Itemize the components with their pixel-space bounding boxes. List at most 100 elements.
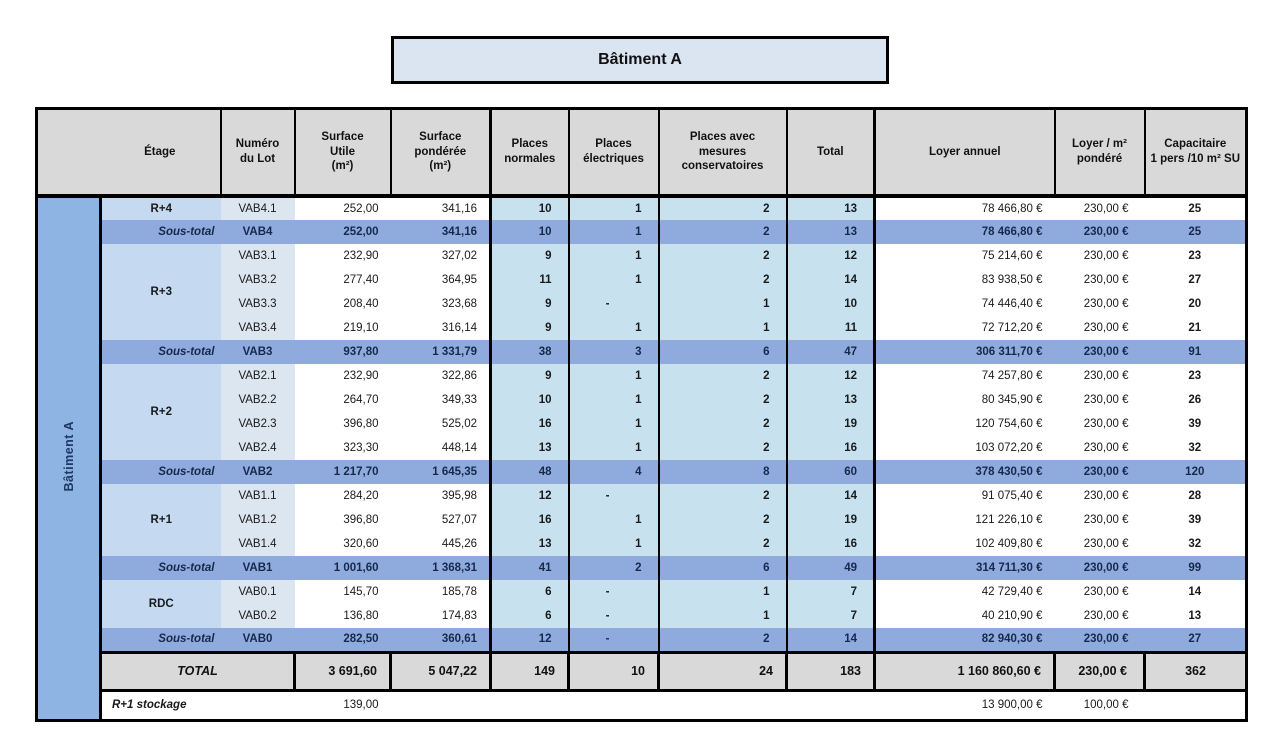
- cell-surface-ponderee: 1 645,35: [390, 460, 493, 484]
- subtotal-row: Sous-total VAB2 1 217,70 1 645,35 48 4 8 60 378 …: [37, 460, 1247, 484]
- cell-places-total: 11: [786, 316, 877, 340]
- cell-capacitaire: 25: [1188, 203, 1202, 215]
- cell-places-pc: 6: [658, 340, 788, 364]
- cell-places-pe: 1: [568, 388, 660, 412]
- cell-loyer-annuel: 72 712,20 €: [981, 322, 1043, 334]
- cell-loyer-annuel: 75 214,60 €: [981, 250, 1043, 262]
- cell-loyer-m2: 230,00 €: [1083, 514, 1129, 526]
- cell-total-places-normales: 149: [489, 650, 571, 692]
- subtotal-row: Sous-total VAB0 282,50 360,61 12-2 14 82 940,3…: [37, 628, 1247, 652]
- building-column: Bâtiment A: [36, 196, 102, 720]
- cell-surface-ponderee: 448,14: [390, 436, 493, 460]
- cell-surface-ponderee: 341,16: [390, 220, 493, 244]
- cell-loyer-annuel: 78 466,80 €: [874, 220, 1055, 244]
- cell-places-total: 14: [786, 268, 877, 292]
- cell-loyer-annuel: 82 940,30 €: [874, 628, 1055, 652]
- cell-capacitaire: 99: [1144, 556, 1247, 580]
- header-cap: Capacitaire 1 pers /10 m² SU: [1143, 107, 1248, 198]
- cell-surface-ponderee: 395,98: [390, 484, 493, 508]
- cell-total-surface-ponderee: 5 047,22: [389, 650, 493, 692]
- cell-places-pe: 1: [568, 244, 660, 268]
- cell-places-pn: 13: [490, 436, 570, 460]
- cell-surface-ponderee: 316,14: [390, 316, 493, 340]
- table-row: VAB3.2 277,40 364,95 11 1 2 14 83 938,50 €230,0…: [37, 268, 1247, 292]
- cell-places-pc: 2: [658, 388, 788, 412]
- cell-places-total: 16: [786, 532, 877, 556]
- cell-places-total: 12: [786, 364, 877, 388]
- cell-places-pe: 1: [568, 412, 660, 436]
- cell-places-total: 19: [786, 508, 877, 532]
- cell-places-pc: 2: [658, 436, 788, 460]
- cell-loyer-annuel: 40 210,90 €: [981, 610, 1043, 622]
- cell-places-pn: 9: [490, 316, 570, 340]
- header-su: Surface Utile (m²): [293, 107, 392, 198]
- cell-places-pc: 8: [658, 460, 788, 484]
- cell-surface-utile: 264,70: [343, 394, 379, 406]
- table-row: R+2 VAB2.1 232,90 322,86 9 1 2 12 74 257,80 €230…: [37, 364, 1247, 460]
- cell-loyer-m2: 230,00 €: [1054, 460, 1145, 484]
- cell-surface-ponderee: 341,16: [390, 196, 493, 220]
- cell-capacitaire: 39: [1188, 418, 1202, 430]
- cell-capacitaire: 91: [1144, 340, 1247, 364]
- cell-lot: VAB3.1: [220, 244, 295, 268]
- cell-stockage-label: R+1 stockage: [100, 690, 295, 720]
- table-row: VAB2.4 323,30 448,14 13 1 2 16 103 072,20 € 230,…: [37, 436, 1247, 460]
- cell-loyer-m2: 230,00 €: [1083, 203, 1129, 215]
- cell-places-pc: 2: [658, 412, 788, 436]
- cell-loyer-annuel: 103 072,20 €: [975, 442, 1043, 454]
- cell-places-pc: 1: [658, 316, 788, 340]
- cell-loyer-annuel: 83 938,50 €: [981, 274, 1043, 286]
- cell-capacitaire: 27: [1144, 628, 1247, 652]
- cell-lot: VAB3.2: [220, 268, 295, 292]
- building-title: Bâtiment A: [598, 51, 682, 68]
- cell-loyer-annuel: 74 257,80 €: [981, 370, 1043, 382]
- cell-places-pn: 11: [490, 268, 570, 292]
- header-etage: Étage: [34, 107, 222, 198]
- cell-stockage-loyer-annuel: 13 900,00 €: [874, 690, 1055, 720]
- subtotal-row: Sous-total VAB4 252,00 341,16 10 1 2 13 78 466,8…: [37, 220, 1247, 244]
- cell-stockage-empty: [390, 690, 491, 720]
- batiment-a-table: Étage Numéro du Lot Surface Utile (m²) Surf…: [34, 107, 1249, 722]
- cell-loyer-annuel: 74 446,40 €: [981, 298, 1043, 310]
- cell-lot: VAB0: [220, 628, 295, 652]
- cell-stockage-empty: [1144, 690, 1247, 720]
- cell-capacitaire: 14: [1188, 586, 1202, 598]
- cell-loyer-annuel: 306 311,70 €: [874, 340, 1055, 364]
- cell-surface-utile: 145,70: [343, 586, 379, 598]
- cell-subtotal-label: Sous-total: [100, 628, 221, 652]
- cell-places-pe: 1: [568, 364, 660, 388]
- cell-surface-utile: 232,90: [343, 250, 379, 262]
- cell-places-pn: 10: [490, 220, 570, 244]
- cell-capacitaire: 25: [1144, 220, 1247, 244]
- cell-lot: VAB1.4: [220, 532, 295, 556]
- cell-capacitaire: 28: [1188, 490, 1202, 502]
- subtotal-row: Sous-total VAB1 1 001,60 1 368,31 41 2 6 49 314 …: [37, 556, 1247, 580]
- cell-places-pe: 1: [568, 196, 660, 220]
- cell-places-pc: 2: [658, 628, 788, 652]
- cell-lot: VAB4.1: [220, 196, 295, 220]
- cell-places-pe: 1: [568, 532, 660, 556]
- cell-loyer-m2: 230,00 €: [1083, 298, 1129, 310]
- cell-stockage-loyer-m2: 100,00 €: [1054, 690, 1145, 720]
- cell-places-pn: 9: [490, 292, 570, 316]
- cell-loyer-m2: 230,00 €: [1054, 220, 1145, 244]
- cell-loyer-annuel: 78 466,80 €: [981, 203, 1043, 215]
- cell-places-total: 49: [786, 556, 877, 580]
- cell-capacitaire: 23: [1188, 250, 1202, 262]
- cell-places-total: 14: [786, 484, 877, 508]
- cell-surface-ponderee: 323,68: [390, 292, 493, 316]
- cell-total-surface-utile: 3 691,60: [293, 650, 393, 692]
- cell-lot: VAB3.4: [220, 316, 295, 340]
- table-row: VAB3.4 219,10 316,14 9 1 1 11 72 712,20 €230,00…: [37, 316, 1247, 340]
- cell-lot: VAB3: [220, 340, 295, 364]
- cell-places-pe: 2: [568, 556, 660, 580]
- cell-capacitaire: 26: [1188, 394, 1202, 406]
- cell-places-pe: -: [568, 604, 660, 628]
- cell-surface-ponderee: 364,95: [390, 268, 493, 292]
- cell-surface-utile: 277,40: [343, 274, 379, 286]
- cell-surface-utile: 252,00: [294, 220, 391, 244]
- cell-loyer-annuel: 121 226,10 €: [975, 514, 1043, 526]
- cell-places-pe: -: [568, 580, 660, 604]
- cell-surface-utile: 323,30: [343, 442, 379, 454]
